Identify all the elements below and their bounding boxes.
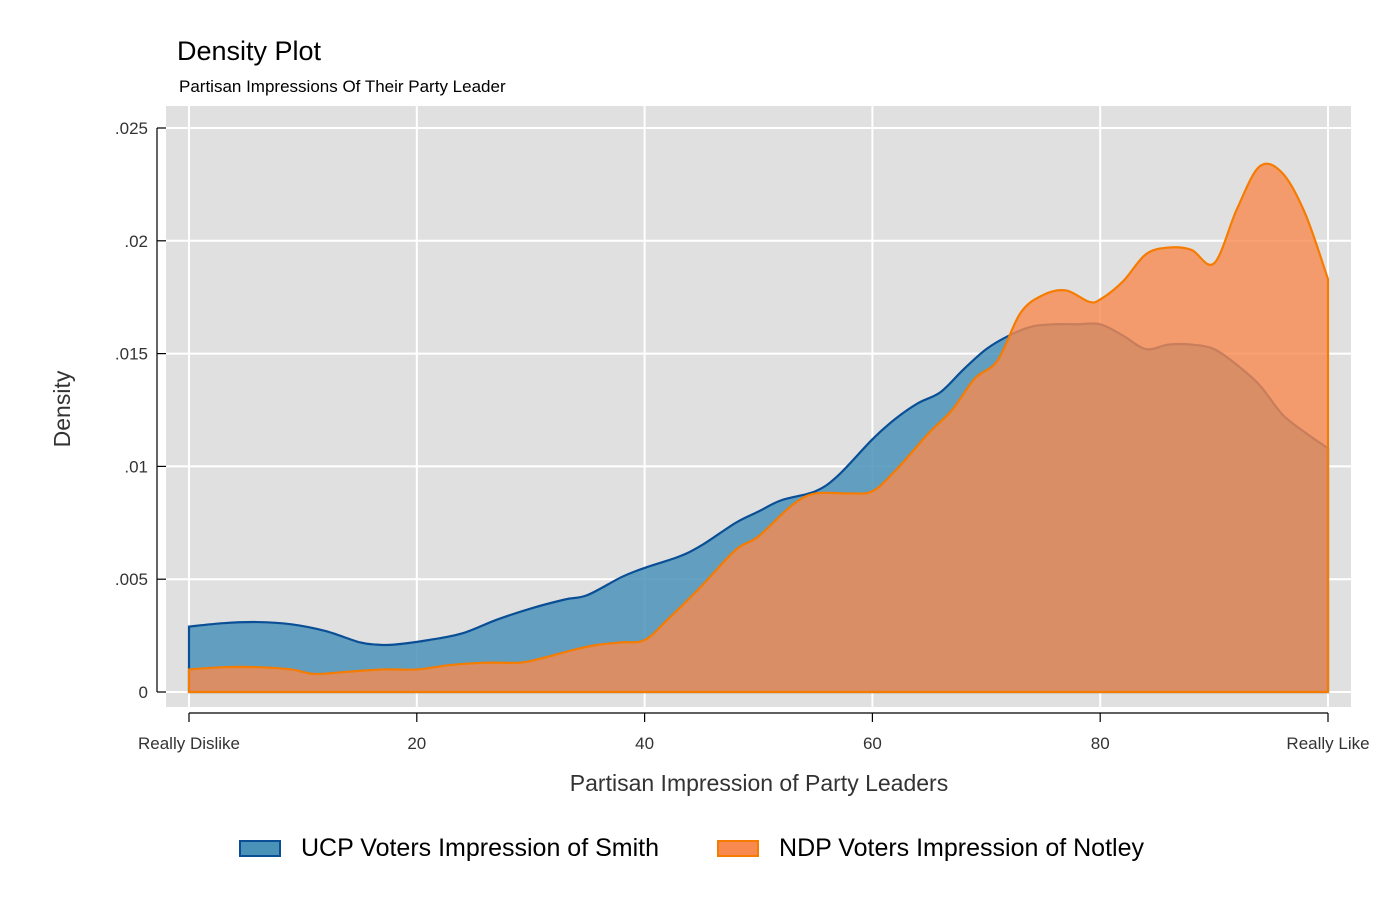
x-tick-label: Really Dislike bbox=[138, 734, 240, 753]
chart-title: Density Plot bbox=[177, 36, 322, 66]
x-tick-label: 20 bbox=[407, 734, 426, 753]
y-tick-label: .01 bbox=[124, 457, 148, 476]
legend-item-ucp: UCP Voters Impression of Smith bbox=[239, 834, 659, 863]
legend-label-ucp: UCP Voters Impression of Smith bbox=[301, 834, 660, 862]
y-tick-label: .005 bbox=[115, 570, 148, 589]
chart-subtitle: Partisan Impressions Of Their Party Lead… bbox=[179, 77, 506, 96]
x-tick-label: 60 bbox=[863, 734, 882, 753]
x-tick-label: Really Like bbox=[1286, 734, 1369, 753]
y-tick-label: 0 bbox=[139, 683, 148, 702]
x-axis-label: Partisan Impression of Party Leaders bbox=[570, 770, 948, 796]
legend-label-ndp: NDP Voters Impression of Notley bbox=[779, 834, 1144, 862]
legend: UCP Voters Impression of Smith NDP Voter… bbox=[0, 834, 1383, 863]
density-areas bbox=[187, 162, 1330, 694]
legend-swatch-ucp bbox=[239, 840, 281, 857]
y-axis-label: Density bbox=[49, 370, 75, 447]
legend-item-ndp: NDP Voters Impression of Notley bbox=[717, 834, 1144, 863]
y-tick-label: .025 bbox=[115, 119, 148, 138]
y-tick-label: .02 bbox=[124, 232, 148, 251]
density-line-ndp bbox=[187, 162, 1330, 694]
axes: Really Dislike 20 40 60 80 Really Like 0 .005 .0… bbox=[115, 119, 1370, 753]
x-tick-label: 80 bbox=[1091, 734, 1110, 753]
legend-swatch-ndp bbox=[717, 840, 760, 857]
y-tick-label: .015 bbox=[115, 345, 148, 364]
x-tick-label: 40 bbox=[635, 734, 654, 753]
